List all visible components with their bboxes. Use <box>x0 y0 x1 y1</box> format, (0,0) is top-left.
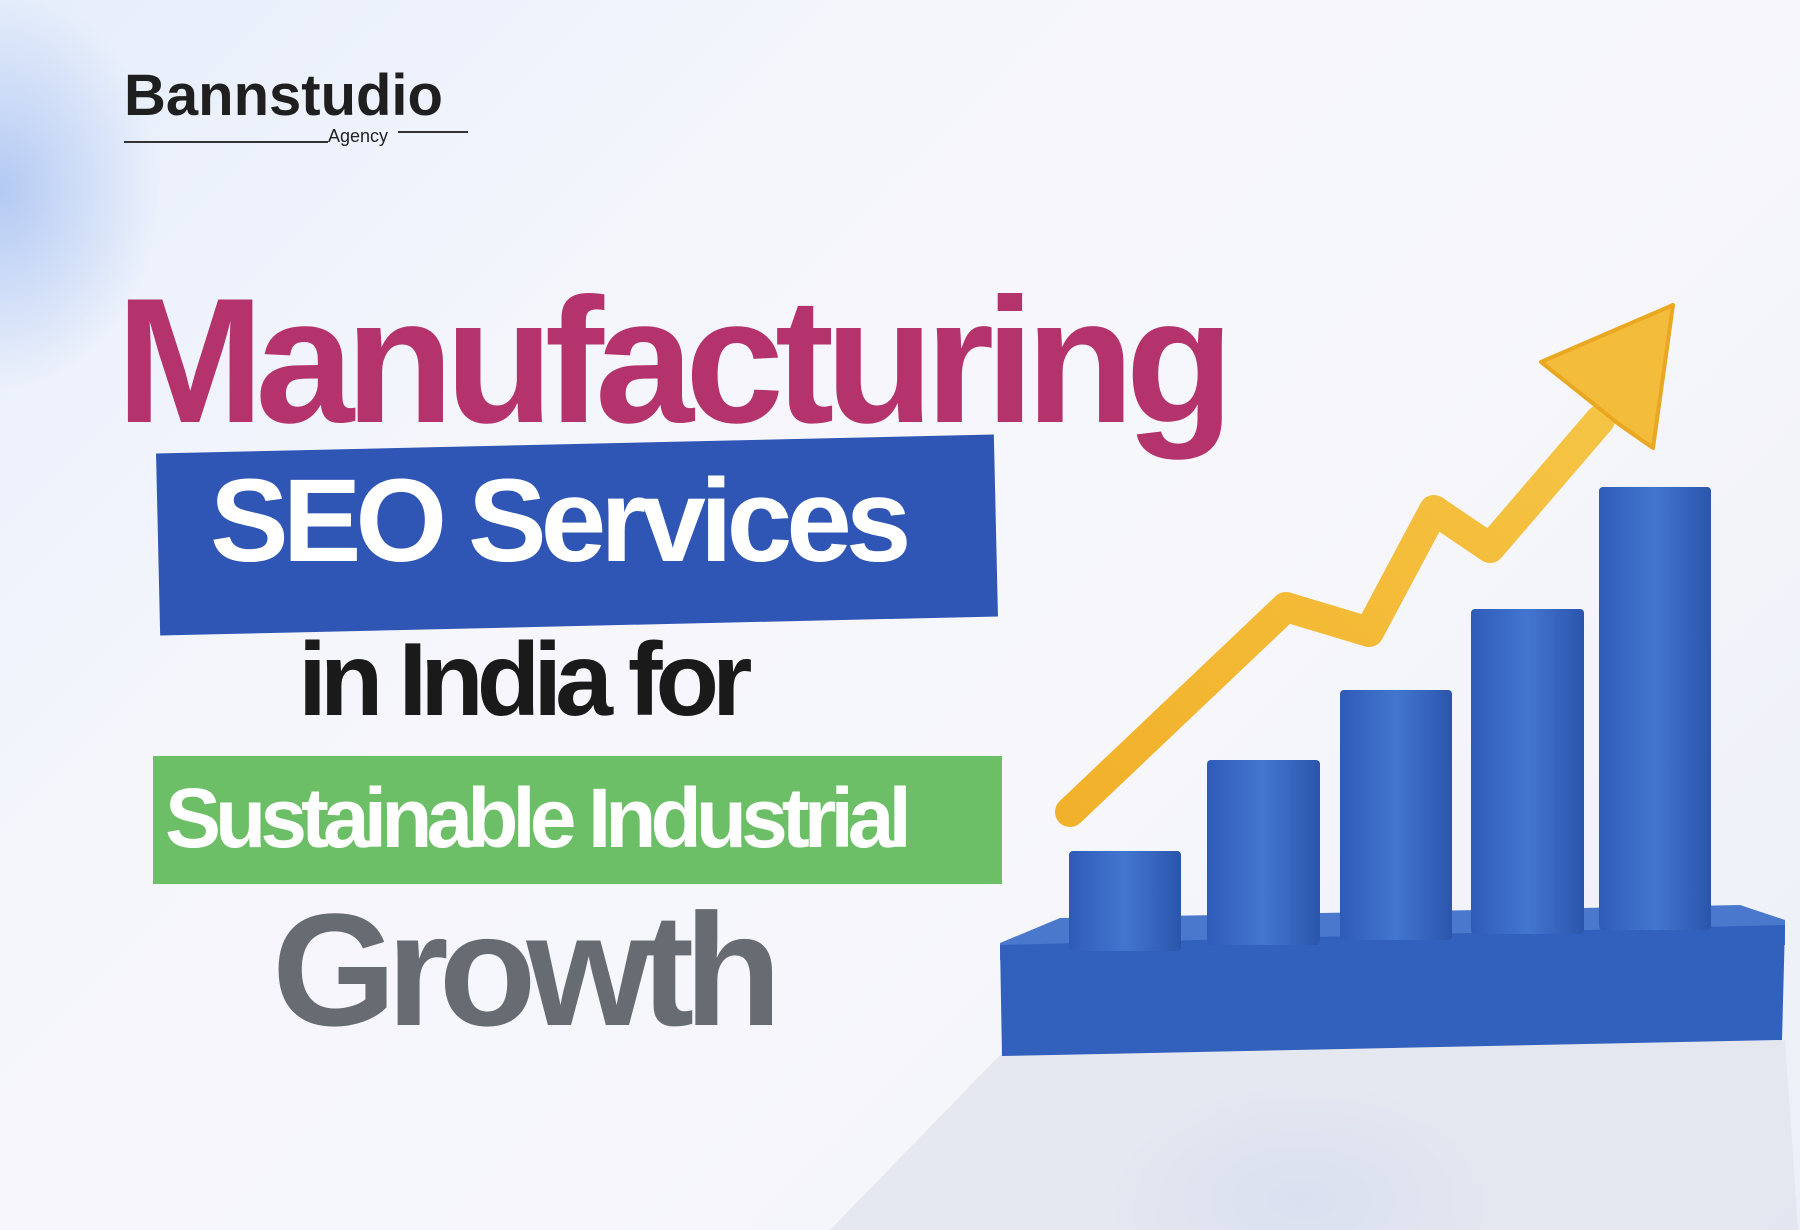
green-highlight-box <box>153 756 1002 884</box>
bar <box>1069 851 1181 951</box>
rising-arrow-head <box>1539 303 1675 450</box>
headline-in-india-for: in India for <box>298 622 753 738</box>
bar <box>1340 690 1452 940</box>
chart-base-front <box>1000 925 1785 1056</box>
logo-divider <box>398 131 468 133</box>
headline-sustainable-industrial: Sustainable Industrial <box>165 771 912 865</box>
headline-growth: Growth <box>272 880 782 1059</box>
logo: Bannstudio <box>124 63 443 128</box>
headline-seo-services: SEO Services <box>210 455 912 587</box>
logo-tagline: Agency <box>328 126 389 146</box>
bar <box>1471 609 1584 934</box>
floor-shadow <box>830 1040 1798 1230</box>
bar <box>1207 760 1320 945</box>
bar <box>1599 487 1711 930</box>
logo-divider <box>124 141 328 143</box>
headline-manufacturing: Manufacturing <box>116 261 1234 460</box>
rising-arrow-shaft <box>1055 405 1615 827</box>
